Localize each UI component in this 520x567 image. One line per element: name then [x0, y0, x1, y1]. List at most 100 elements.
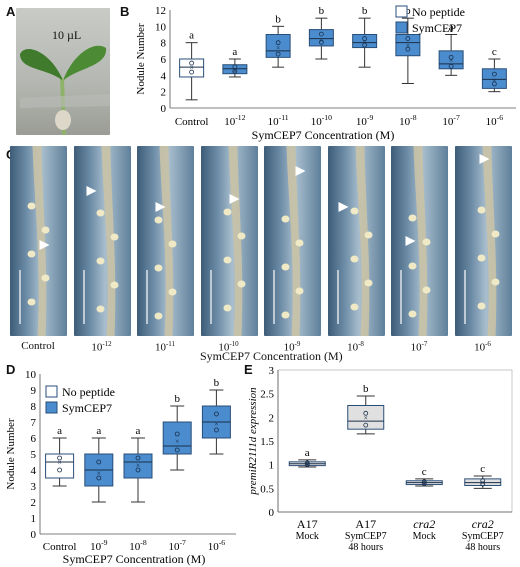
- d-box-0-letter: a: [57, 425, 62, 437]
- d-legend-swatch-no-peptide: [45, 385, 58, 398]
- d-box-1-point: [96, 459, 102, 465]
- b-box-0-point: [189, 60, 195, 66]
- b-y-tick-label: 0: [161, 103, 167, 115]
- d-y-tick-label: 0: [31, 529, 37, 541]
- panel-a-photo: 10 µL: [16, 8, 110, 135]
- b-box-7-box: [481, 68, 507, 89]
- b-box-3-letter: b: [319, 5, 325, 17]
- b-box-7-point: [491, 71, 497, 77]
- d-x-axis-title: SymCEP7 Concentration (M): [63, 552, 206, 566]
- d-box-0-box: [45, 453, 75, 479]
- d-box-1-mean-marker: ×: [97, 469, 102, 478]
- b-box-5-mean-marker: ×: [406, 41, 411, 50]
- b-x-tick-label: Control: [175, 116, 209, 128]
- b-box-7-point: [491, 81, 497, 87]
- b-box-3-mean-marker: ×: [319, 36, 324, 45]
- d-y-tick-label: 3: [31, 481, 37, 493]
- d-legend-swatch-symcep7: [45, 401, 58, 414]
- b-box-0-box: [179, 58, 205, 78]
- b-box-2-letter: b: [275, 13, 281, 25]
- e-y-axis-title: premiR2111d expression: [247, 387, 259, 496]
- e-y-tick-label: 2: [269, 412, 275, 424]
- b-box-6-mean-marker: ×: [449, 56, 454, 65]
- root-photo-label: 10-11: [154, 340, 176, 354]
- d-box-4-mean-marker: ×: [214, 420, 219, 429]
- b-box-4-point: [362, 42, 368, 48]
- d-y-tick-label: 6: [31, 433, 37, 445]
- d-box-3-point: [174, 447, 180, 453]
- b-box-0-letter: a: [189, 30, 194, 42]
- b-box-1-point: [232, 68, 238, 74]
- e-box-3-letter: c: [480, 463, 485, 475]
- d-box-0-point: [57, 455, 62, 461]
- d-box-2-letter: a: [136, 425, 141, 437]
- panel-a-letter: A: [6, 4, 16, 19]
- b-legend-swatch-no-peptide: [395, 5, 408, 18]
- b-x-tick-label: 10-6: [486, 113, 504, 128]
- b-legend-swatch-symcep7: [395, 21, 408, 34]
- e-box-1-point: [363, 410, 369, 416]
- panel-b-chart: 0 2 4 6 8 10 12 × a Control × a 10-12 × b 10-11 × b 10-10 ×…: [135, 5, 516, 142]
- d-box-3-box: [162, 421, 192, 455]
- d-y-tick-label: 2: [31, 497, 37, 509]
- b-box-3-point: [318, 39, 324, 45]
- e-x-tick-label: Mock: [296, 531, 319, 542]
- d-box-2-point: [135, 467, 141, 473]
- b-box-3-box: [308, 29, 334, 47]
- root-photo-label: Control: [21, 340, 55, 352]
- b-box-2-point: [275, 40, 281, 46]
- b-y-tick-label: 6: [161, 54, 167, 66]
- e-y-tick-label: 1.5: [260, 436, 274, 448]
- b-box-0-mean-marker: ×: [189, 63, 194, 72]
- b-box-1-letter: a: [232, 46, 237, 58]
- b-x-axis-title: SymCEP7 Concentration (M): [252, 128, 395, 142]
- d-box-2-point: [135, 455, 141, 461]
- panel-e-letter: E: [244, 362, 253, 377]
- d-box-2-box: [123, 453, 153, 479]
- e-x-tick-label: A17: [355, 517, 376, 531]
- e-y-tick-label: 2.5: [260, 389, 274, 401]
- e-box-2-point: [421, 481, 427, 486]
- b-y-tick-label: 8: [161, 38, 167, 50]
- root-photo: [137, 146, 194, 336]
- root-photo-label: 10-9: [283, 340, 301, 354]
- b-box-6-point: [448, 63, 454, 69]
- root-photo-label: 10-7: [410, 340, 428, 354]
- e-y-tick-label: 0: [269, 507, 275, 519]
- b-box-1-point: [232, 64, 238, 70]
- b-x-tick-label: 10-7: [442, 113, 460, 128]
- e-box-2-letter: c: [422, 466, 427, 478]
- d-box-3-letter: b: [174, 393, 180, 405]
- b-y-tick-label: 12: [155, 5, 166, 17]
- e-x-tick-label: 48 hours: [348, 542, 383, 553]
- d-y-tick-label: 7: [31, 417, 37, 429]
- b-box-4-letter: b: [362, 5, 368, 17]
- b-box-1-mean-marker: ×: [233, 66, 238, 75]
- e-box-0-point: [304, 462, 310, 468]
- d-y-axis-title: Nodule Number: [5, 418, 17, 490]
- e-y-tick-label: 0.5: [260, 483, 274, 495]
- e-box-1-box: [347, 405, 385, 430]
- b-box-4-point: [362, 36, 368, 41]
- b-box-7-mean-marker: ×: [492, 76, 497, 85]
- d-y-tick-label: 9: [31, 385, 37, 397]
- b-legend-label: No peptide: [412, 5, 465, 19]
- b-box-2-mean-marker: ×: [276, 44, 281, 53]
- e-y-tick-label: 3: [269, 365, 275, 377]
- panel-b-letter: B: [120, 4, 130, 19]
- d-y-tick-label: 4: [31, 465, 37, 477]
- root-photo: [327, 146, 385, 336]
- b-box-3-point: [318, 31, 324, 37]
- panel-c-photos: Control 10-12 10-11 10-10 10-9 10-8 10-7 10-6 Sy…: [10, 146, 520, 363]
- d-y-tick-label: 1: [31, 513, 37, 525]
- d-box-4-point: [213, 427, 219, 433]
- root-photo-label: 10-8: [347, 340, 364, 354]
- e-x-tick-label: 48 hours: [465, 542, 500, 553]
- e-y-tick-label: 1: [269, 460, 275, 472]
- root-photo: [10, 146, 67, 336]
- b-y-axis-title: Nodule Number: [135, 23, 147, 95]
- d-box-3-mean-marker: ×: [175, 437, 180, 446]
- e-box-3-point: [480, 478, 486, 484]
- d-legend-label: SymCEP7: [62, 401, 112, 415]
